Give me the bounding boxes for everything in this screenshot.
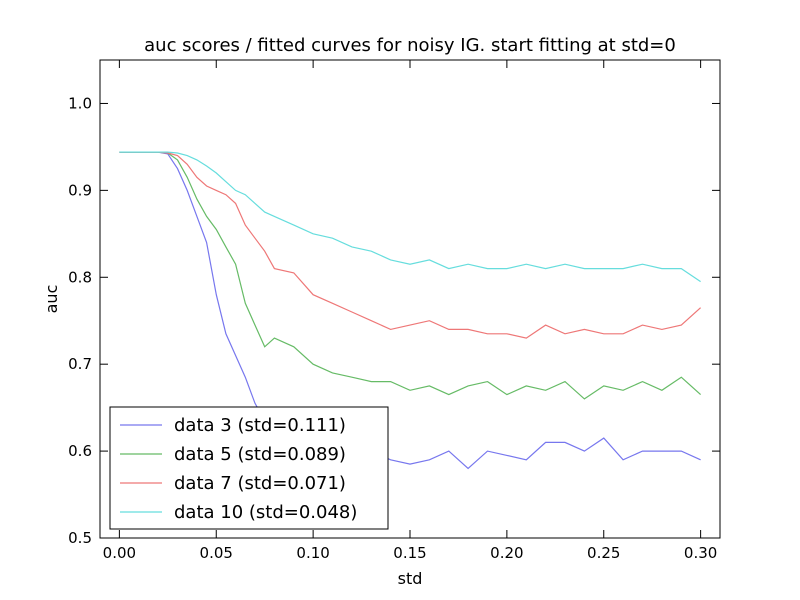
x-tick-label: 0.00 [103, 544, 136, 562]
y-tick-label: 0.5 [68, 529, 92, 547]
y-tick-label: 0.6 [68, 442, 92, 460]
x-tick-label: 0.15 [393, 544, 426, 562]
legend-box [109, 406, 389, 530]
chart-title: auc scores / fitted curves for noisy IG.… [144, 35, 676, 56]
y-tick-label: 0.8 [68, 268, 92, 286]
legend-label-1: data 5 (std=0.089) [174, 444, 346, 465]
y-tick-label: 0.7 [68, 355, 92, 373]
x-axis-label: std [398, 569, 423, 588]
legend-entries: data 3 (std=0.111) data 5 (std=0.089) data… [120, 415, 357, 523]
series-layer [119, 151, 702, 470]
x-tick-label: 0.25 [587, 544, 620, 562]
x-tick-label: 0.30 [684, 544, 717, 562]
x-axis-ticks: 0.00 0.05 0.10 0.15 0.20 0.25 0.30 [103, 60, 717, 562]
x-tick-label: 0.20 [490, 544, 523, 562]
series-line-2 [119, 151, 702, 339]
y-axis-label: auc [42, 285, 61, 314]
y-tick-label: 0.9 [68, 181, 92, 199]
x-tick-label: 0.05 [200, 544, 233, 562]
plot-area: 0.00 0.05 0.10 0.15 0.20 0.25 0.30 0.50.60.70.… [68, 59, 721, 562]
x-tick-label: 0.10 [296, 544, 329, 562]
y-axis-ticks: 0.5 0.6 0.7 0.8 0.9 1.0 [68, 94, 720, 547]
legend: data 3 (std=0.111) data 5 (std=0.089) data… [109, 406, 389, 530]
series-line-3 [119, 151, 701, 283]
series-line-1 [119, 151, 702, 400]
legend-label-0: data 3 (std=0.111) [174, 415, 346, 436]
legend-label-2: data 7 (std=0.071) [174, 473, 346, 494]
y-tick-label: 1.0 [68, 94, 92, 112]
legend-label-3: data 10 (std=0.048) [174, 502, 357, 523]
